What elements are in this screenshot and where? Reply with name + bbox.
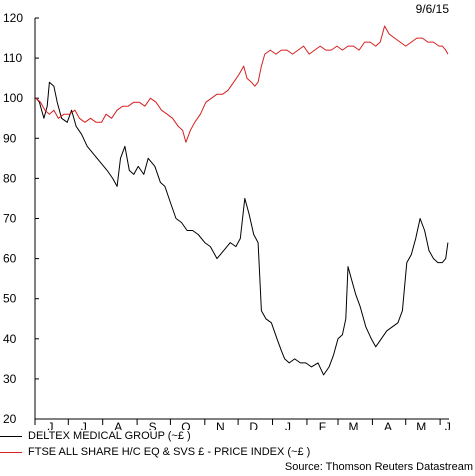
legend-item-ftse: FTSE ALL SHARE H/C EQ & SVS £ - PRICE IN… [0,446,310,458]
y-tick-label: 110 [3,51,22,65]
x-tick-label: J [445,420,451,430]
y-tick-label: 30 [3,372,17,386]
y-tick-label: 90 [3,131,17,145]
date-label: 9/6/15 [415,2,449,16]
x-tick-label: J [285,420,291,430]
x-tick-label: A [114,420,122,430]
legend-item-deltex: DELTEX MEDICAL GROUP (~£ ) [0,430,191,442]
legend-label-deltex: DELTEX MEDICAL GROUP (~£ ) [28,430,191,442]
x-tick-label: J [81,420,87,430]
legend-swatch-deltex [0,435,22,437]
chart-series [35,25,449,376]
y-tick-label: 60 [3,252,17,266]
x-tick-label: D [249,420,258,430]
y-tick-label: 50 [3,292,17,306]
x-tick-label: O [181,420,190,430]
x-tick-label: S [149,420,157,430]
y-tick-label: 120 [3,11,23,25]
x-tick-label: J [48,420,54,430]
legend-swatch-ftse [0,451,22,453]
y-tick-label: 20 [3,412,17,426]
series-line-ftse [35,25,449,143]
legend-label-ftse: FTSE ALL SHARE H/C EQ & SVS £ - PRICE IN… [28,446,311,458]
y-tick-label: 80 [3,171,17,185]
y-tick-label: 70 [3,212,17,226]
line-chart: 20 30 40 50 60 70 80 90 100 110 120 J J A S O N D J F M A M J [3,11,451,430]
series-line-deltex [35,81,449,376]
chart-axes: 20 30 40 50 60 70 80 90 100 110 120 J J A S O N D J F M A M J [3,11,451,430]
source-note: Source: Thomson Reuters Datastream [284,461,473,473]
x-tick-label: M [349,420,359,430]
x-tick-label: M [416,420,426,430]
x-tick-label: N [216,420,225,430]
x-tick-label: A [384,420,392,430]
x-tick-label: F [319,420,326,430]
y-tick-label: 40 [3,332,17,346]
y-tick-label: 100 [3,91,23,105]
